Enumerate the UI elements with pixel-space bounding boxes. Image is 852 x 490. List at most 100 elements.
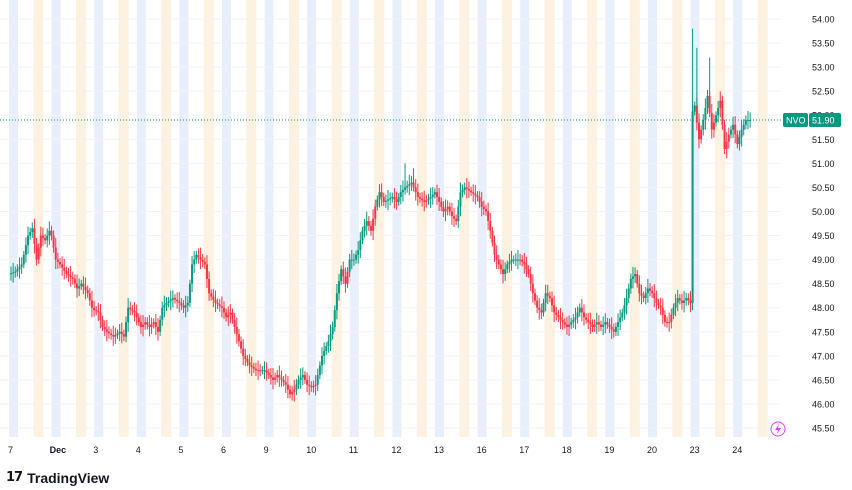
- afterhours-band: [33, 0, 44, 437]
- candle-body: [436, 192, 438, 198]
- candle-body: [237, 334, 240, 342]
- candle-body: [429, 197, 432, 199]
- candle-body: [146, 322, 149, 325]
- candle-body: [203, 261, 206, 265]
- candle-body: [425, 200, 428, 202]
- candle-body: [257, 370, 260, 372]
- candle-body: [389, 198, 392, 200]
- afterhours-band: [502, 0, 513, 437]
- candle-body: [90, 300, 93, 308]
- candle-body: [137, 317, 140, 323]
- candle-body: [248, 362, 251, 366]
- candle-body: [551, 298, 554, 306]
- candle-body: [721, 100, 724, 125]
- candle-body: [27, 235, 30, 246]
- premarket-band: [648, 0, 657, 437]
- y-tick-label: 49.50: [812, 231, 835, 241]
- afterhours-band: [76, 0, 87, 437]
- candle-body: [244, 355, 247, 360]
- candle-body: [191, 264, 194, 284]
- candle-body: [10, 273, 12, 275]
- candle-body: [167, 301, 170, 303]
- afterhours-band: [672, 0, 683, 437]
- candle-body: [546, 293, 549, 296]
- candle-body: [265, 370, 268, 373]
- candle-body: [508, 261, 511, 265]
- candle-body: [233, 319, 236, 327]
- candle-body: [361, 230, 364, 241]
- candle-body: [235, 326, 238, 335]
- candle-body: [344, 276, 347, 284]
- x-tick-label: 18: [562, 445, 572, 455]
- candle-body: [20, 264, 23, 267]
- candle-body: [623, 305, 626, 313]
- candle-body: [416, 192, 419, 198]
- candle-body: [589, 322, 592, 325]
- candle-body: [129, 307, 132, 310]
- candle-body: [67, 274, 70, 276]
- premarket-band: [605, 0, 615, 437]
- candle-body: [291, 391, 294, 395]
- candle-body: [331, 326, 334, 335]
- candle-body: [103, 326, 106, 330]
- candle-body: [340, 269, 343, 282]
- candle-body: [580, 307, 583, 313]
- y-tick-label: 50.50: [812, 183, 835, 193]
- candle-body: [423, 200, 426, 202]
- candle-body: [359, 240, 362, 250]
- tradingview-logo: 17 TradingView: [6, 470, 109, 486]
- candle-body: [555, 312, 558, 315]
- candle-body: [666, 322, 669, 324]
- candle-body: [657, 302, 660, 306]
- afterhours-band: [289, 0, 300, 437]
- candle-body: [363, 225, 366, 231]
- candle-body: [629, 278, 632, 289]
- candle-body: [418, 197, 421, 199]
- premarket-band: [562, 0, 572, 437]
- candle-body: [740, 129, 743, 137]
- candle-body: [78, 286, 81, 289]
- candle-body: [719, 100, 722, 109]
- candle-body: [346, 271, 349, 284]
- afterhours-band: [331, 0, 342, 437]
- candle-body: [210, 293, 213, 297]
- candle-body: [254, 368, 257, 371]
- candle-body: [308, 384, 311, 386]
- afterhours-band: [757, 0, 768, 437]
- candle-body: [610, 326, 613, 330]
- x-tick-label: 6: [221, 445, 226, 455]
- y-tick-label: 45.50: [812, 424, 835, 434]
- candle-body: [144, 322, 147, 325]
- candle-body: [497, 259, 500, 265]
- candle-body: [148, 324, 151, 327]
- premarket-band: [9, 0, 18, 437]
- x-tick-label: 9: [264, 445, 269, 455]
- candle-body: [538, 307, 541, 311]
- candle-body: [644, 293, 647, 299]
- candle-body: [406, 185, 409, 188]
- premarket-band: [307, 0, 317, 437]
- candle-body: [559, 317, 562, 320]
- candle-body: [668, 322, 671, 324]
- candle-body: [738, 136, 741, 145]
- candle-body: [523, 261, 526, 265]
- y-tick-label: 48.50: [812, 279, 835, 289]
- candle-body: [744, 120, 747, 125]
- candle-body: [736, 134, 739, 145]
- candle-body: [56, 259, 59, 262]
- candle-body: [54, 247, 57, 260]
- candle-body: [284, 382, 287, 385]
- candle-body: [154, 322, 157, 327]
- candle-body: [742, 124, 745, 130]
- candle-body: [16, 269, 19, 272]
- y-tick-label: 52.50: [812, 87, 835, 97]
- candle-body: [563, 322, 566, 325]
- candle-body: [382, 197, 385, 202]
- candle-body: [135, 312, 138, 318]
- candle-body: [697, 122, 700, 140]
- candle-body: [570, 322, 573, 325]
- candle-body: [73, 278, 76, 284]
- premarket-band: [392, 0, 402, 437]
